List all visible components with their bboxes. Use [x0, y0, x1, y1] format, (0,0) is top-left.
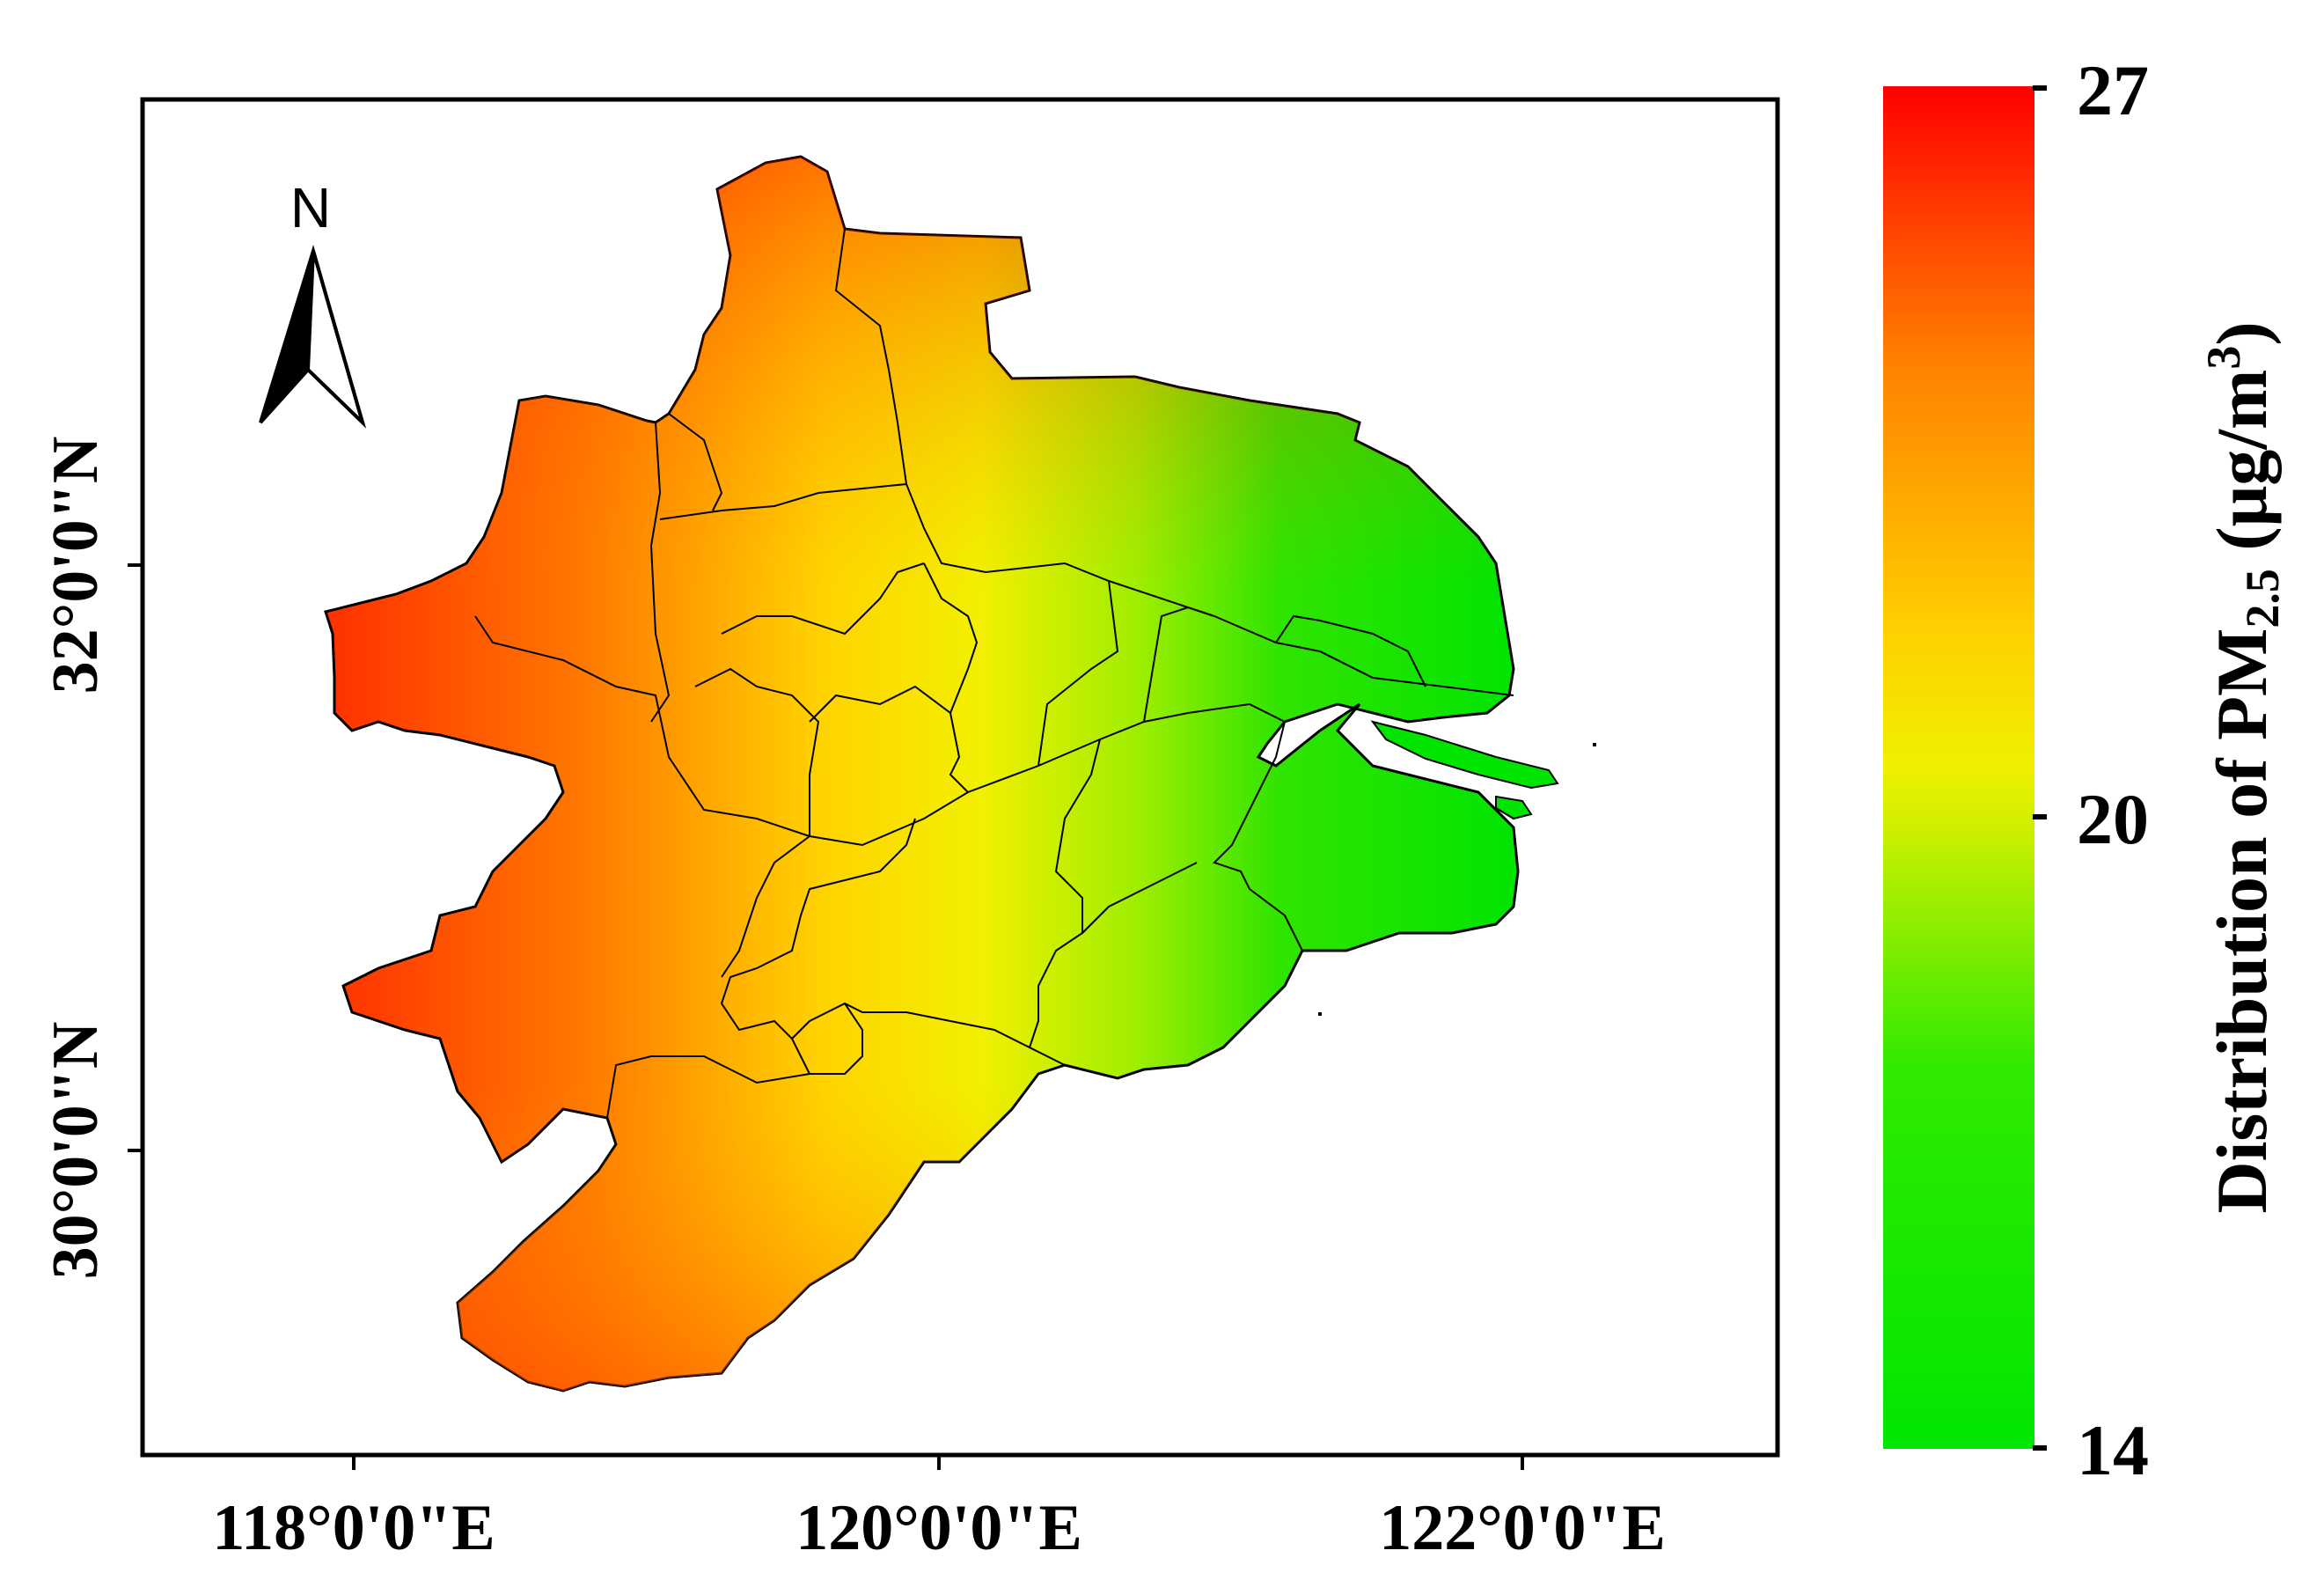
- colorbar-gradient: [1883, 86, 2034, 1449]
- north-arrow-label: N: [290, 176, 331, 239]
- island-shape: [1495, 795, 1533, 820]
- axis-ticks: [128, 563, 1524, 1470]
- colorbar-tick-label: 20: [2077, 779, 2149, 859]
- study-region-shading: [326, 157, 1518, 1391]
- offshore-islet: [1593, 743, 1596, 746]
- colorbar-title-prefix: Distribution of PM: [2202, 628, 2282, 1214]
- y-tick-label: 30°0'0"N: [40, 1022, 112, 1280]
- x-tick-label: 122°0'0"E: [1379, 1492, 1666, 1564]
- x-tick-label: 118°0'0"E: [212, 1492, 495, 1564]
- y-tick-label: 32°0'0"N: [40, 437, 112, 694]
- x-axis-labels: 118°0'0"E 120°0'0"E 122°0'0"E: [212, 1492, 1666, 1564]
- colorbar-title-superscript: 3: [2197, 346, 2250, 370]
- island-shape: [1370, 720, 1559, 790]
- study-region: [324, 155, 1559, 1393]
- colorbar-tick-label: 14: [2077, 1410, 2149, 1490]
- colorbar-tick-label: 27: [2077, 50, 2149, 130]
- y-axis-labels: 32°0'0"N 30°0'0"N: [40, 437, 112, 1280]
- colorbar-title-subscript: 2.5: [2236, 569, 2289, 628]
- x-tick-label: 120°0'0"E: [795, 1492, 1082, 1564]
- city-boundaries: [474, 228, 1514, 1119]
- colorbar: 27 20 14 Distribution of PM2.5 (μg/m3): [1883, 50, 2289, 1490]
- north-arrow: N: [259, 176, 366, 429]
- offshore-islet: [1318, 1012, 1322, 1016]
- colorbar-title: Distribution of PM2.5 (μg/m3): [2197, 321, 2289, 1213]
- colorbar-title-close: ): [2202, 321, 2282, 345]
- colorbar-title-unit: (μg/m: [2202, 370, 2282, 569]
